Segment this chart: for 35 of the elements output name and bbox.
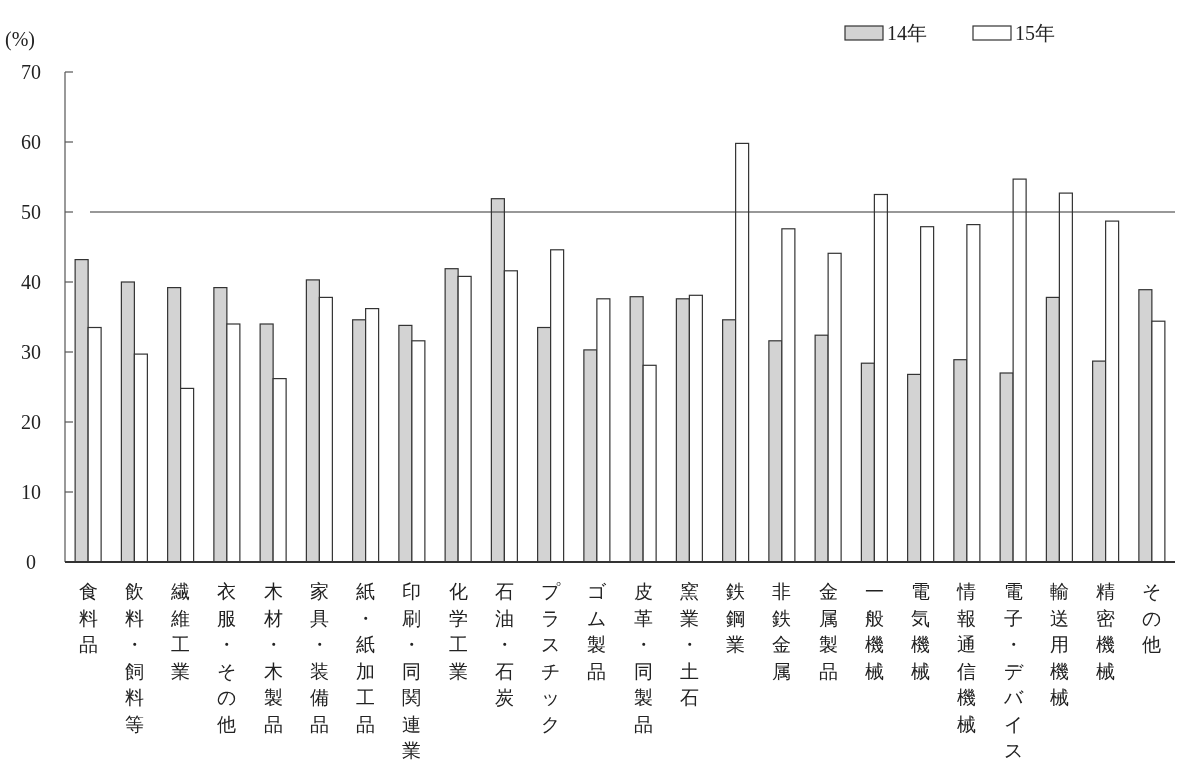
x-tick-label: 飲料・飼料等 [124, 581, 144, 735]
y-tick-label: 0 [26, 551, 36, 573]
x-tick-label: 窯業・土石 [679, 581, 699, 708]
legend-label: 15年 [1015, 22, 1055, 44]
x-tick-label: 繊維工業 [170, 581, 191, 682]
y-tick-label: 70 [21, 61, 41, 83]
x-tick-label: 印刷・同関連業 [402, 581, 422, 761]
x-tick-label: プラスチック [541, 581, 562, 735]
y-tick-label: 20 [21, 411, 41, 433]
x-tick-label: 化学工業 [448, 581, 468, 682]
x-tick-label: 非鉄金属 [772, 581, 792, 682]
x-tick-label: 皮革・同製品 [633, 581, 653, 735]
x-tick-label: 輸送用機械 [1049, 581, 1069, 708]
x-tick-label: 木材・木製品 [262, 581, 283, 735]
legend-label: 14年 [887, 22, 927, 44]
x-tick-label: 家具・装備品 [309, 581, 329, 735]
y-tick-label: 50 [21, 201, 41, 223]
x-tick-label: 電子・デバイス [1002, 581, 1024, 761]
y-tick-label: 10 [21, 481, 41, 503]
x-tick-label: ゴム製品 [587, 581, 608, 682]
x-tick-label: 情報通信機械 [956, 581, 977, 735]
x-tick-label: 精密機械 [1096, 581, 1116, 682]
x-tick-label: 鉄鋼業 [726, 581, 746, 655]
y-tick-label: 40 [21, 271, 41, 293]
x-tick-label: 一般機械 [864, 581, 884, 682]
x-tick-label: 紙・紙加工品 [356, 581, 376, 735]
y-axis-title: (%) [5, 28, 35, 51]
x-tick-label: 衣服・その他 [217, 581, 237, 735]
y-tick-label: 30 [21, 341, 41, 363]
x-tick-label: その他 [1142, 581, 1162, 655]
x-tick-label: 金属製品 [818, 581, 838, 682]
x-tick-label: 電気機械 [911, 581, 931, 682]
x-tick-label: 食料品 [78, 581, 98, 655]
y-tick-label: 60 [21, 131, 41, 153]
x-tick-label: 石油・石炭 [494, 581, 514, 708]
